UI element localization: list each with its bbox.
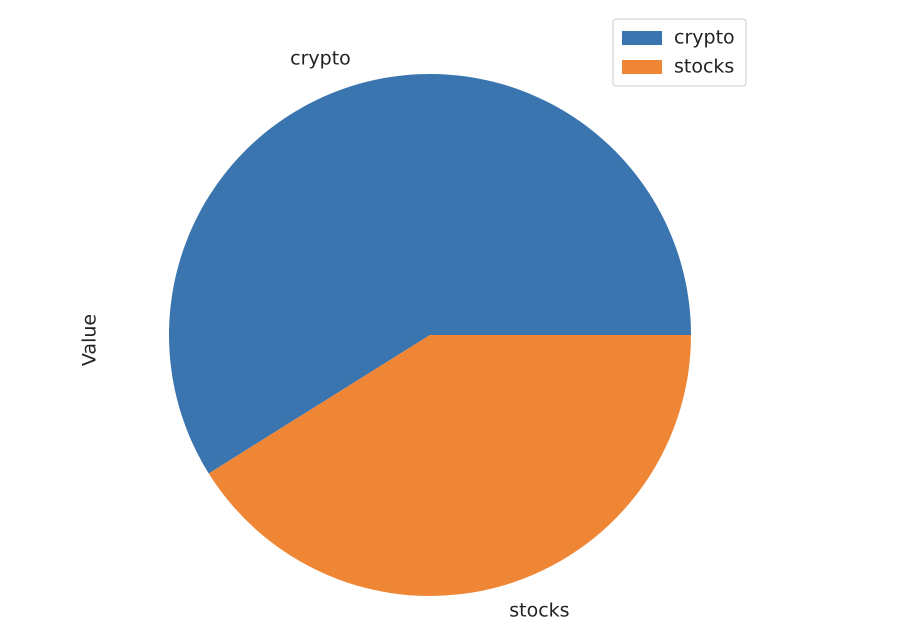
pie-slice-stocks — [208, 335, 691, 596]
y-axis-label: Value — [79, 314, 101, 366]
pie-slice-crypto — [169, 73, 691, 474]
slice-label-stocks: stocks — [509, 599, 569, 621]
pie-slice-labels: crypto stocks — [290, 48, 569, 622]
legend-swatch-stocks — [622, 60, 662, 74]
slice-label-crypto: crypto — [290, 48, 351, 70]
legend-label-crypto: crypto — [674, 27, 735, 49]
legend-swatch-crypto — [622, 31, 662, 45]
legend-label-stocks: stocks — [674, 56, 734, 78]
legend: crypto stocks — [612, 18, 747, 87]
pie-slices — [169, 73, 691, 596]
